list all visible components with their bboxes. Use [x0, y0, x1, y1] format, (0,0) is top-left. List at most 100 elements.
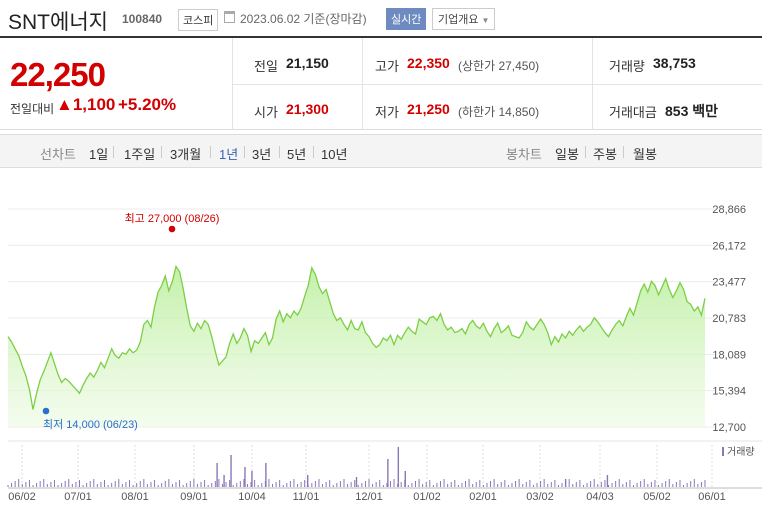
volume-bar — [164, 481, 166, 487]
x-tick-label: 09/01 — [180, 491, 208, 503]
x-tick-label: 11/01 — [293, 491, 320, 503]
volume-bar — [675, 482, 677, 487]
lower-limit: (하한가 14,850) — [458, 105, 540, 119]
volume-bar — [389, 481, 391, 487]
volume-bar — [511, 483, 513, 487]
volume-bar — [554, 480, 556, 487]
volume-bar — [615, 481, 617, 487]
volume-bar — [28, 480, 30, 487]
period-3y[interactable]: 3년 — [252, 147, 272, 162]
current-price: 22,250 — [10, 56, 106, 93]
volume-bar — [529, 480, 531, 487]
volume-bar — [32, 485, 34, 487]
volume-bar — [61, 483, 63, 487]
volume-bar — [618, 479, 620, 487]
volume-bar — [683, 485, 685, 487]
volume-bar — [640, 481, 642, 487]
volume-bar — [39, 481, 41, 487]
period-5y[interactable]: 5년 — [287, 147, 307, 162]
volume-bar — [432, 485, 434, 487]
volume-bar — [647, 484, 649, 487]
volume-bar — [372, 484, 374, 487]
y-tick-label: 20,783 — [712, 313, 746, 325]
volume-bar — [225, 482, 227, 487]
volume-bar — [336, 483, 338, 487]
volume-legend: 거래량 — [727, 446, 755, 458]
volume-bar — [272, 484, 274, 487]
stock-name: SNT에너지 — [8, 11, 108, 34]
volume-legend-icon — [722, 447, 724, 456]
x-tick-label: 05/02 — [643, 491, 671, 503]
volume-bar — [429, 480, 431, 487]
period-10y[interactable]: 10년 — [321, 147, 348, 162]
volume-bar — [244, 467, 246, 487]
volume-bar — [304, 480, 306, 487]
volume-bar — [475, 482, 477, 487]
candle-daily[interactable]: 일봉 — [555, 147, 579, 162]
volume-bar — [229, 480, 231, 487]
volume-bar — [668, 479, 670, 487]
price-area — [8, 266, 705, 427]
period-toolbar: 선차트 1일 1주일 3개월 1년 3년 5년 10년 봉차트 일봉 주봉 월봉 — [0, 134, 762, 168]
volume-bar — [622, 484, 624, 487]
volume-bar — [318, 479, 320, 487]
volume-bar — [443, 479, 445, 487]
volume-bar — [150, 482, 152, 487]
volume-bar — [629, 480, 631, 487]
volume-bar — [207, 485, 209, 487]
volume-bar — [329, 480, 331, 487]
volume-bar — [665, 481, 667, 487]
change-label: 전일대비 — [10, 102, 55, 116]
volume-bar — [230, 455, 232, 487]
volume-bar — [46, 484, 48, 487]
realtime-button[interactable]: 실시간 — [386, 8, 427, 30]
volume-bar — [171, 484, 173, 487]
volume-bar — [522, 484, 524, 487]
divider — [623, 146, 624, 158]
volume-bar — [457, 485, 459, 487]
volume-bar — [179, 480, 181, 487]
volume-bar — [636, 483, 638, 487]
stock-header: SNT에너지 100840 코스피 2023.06.02 기준(장마감) 실시간… — [0, 0, 762, 36]
candle-weekly[interactable]: 주봉 — [593, 147, 617, 162]
volume-bar — [607, 485, 609, 487]
open-value: 21,300 — [286, 101, 329, 117]
volume-bar — [354, 480, 356, 487]
volume-bar — [211, 483, 213, 487]
volume-bar — [114, 481, 116, 487]
volume-bar — [561, 483, 563, 487]
period-1d[interactable]: 1일 — [89, 147, 109, 162]
period-3m[interactable]: 3개월 — [170, 147, 202, 162]
volume-value: 38,753 — [653, 55, 696, 71]
volume-bar — [257, 485, 259, 487]
volume-bar — [550, 482, 552, 487]
y-tick-label: 15,394 — [712, 386, 746, 398]
volume-bar — [50, 482, 52, 487]
volume-bar — [397, 484, 399, 487]
candle-monthly[interactable]: 월봉 — [633, 147, 657, 162]
volume-bar — [633, 485, 635, 487]
volume-bar — [21, 484, 23, 487]
volume-bar — [129, 480, 131, 487]
volume-bar — [490, 481, 492, 487]
volume-bar — [325, 482, 327, 487]
period-1w[interactable]: 1주일 — [124, 147, 156, 162]
volume-bar — [536, 483, 538, 487]
volume-bar — [64, 481, 66, 487]
volume-bar — [504, 480, 506, 487]
low-label: 저가 — [375, 105, 399, 120]
upper-limit: (상한가 27,450) — [458, 59, 540, 73]
divider — [244, 146, 245, 158]
volume-bar — [125, 482, 127, 487]
volume-bar — [36, 483, 38, 487]
volume-bar — [223, 475, 225, 487]
company-info-dropdown[interactable]: 기업개요 ▼ — [432, 8, 496, 30]
volume-bar — [322, 484, 324, 487]
volume-bar — [557, 485, 559, 487]
volume-bar — [515, 481, 517, 487]
volume-bar — [654, 480, 656, 487]
period-1y[interactable]: 1년 — [219, 147, 239, 162]
volume-bar — [482, 485, 484, 487]
volume-bar — [375, 482, 377, 487]
volume-bar — [68, 479, 70, 487]
